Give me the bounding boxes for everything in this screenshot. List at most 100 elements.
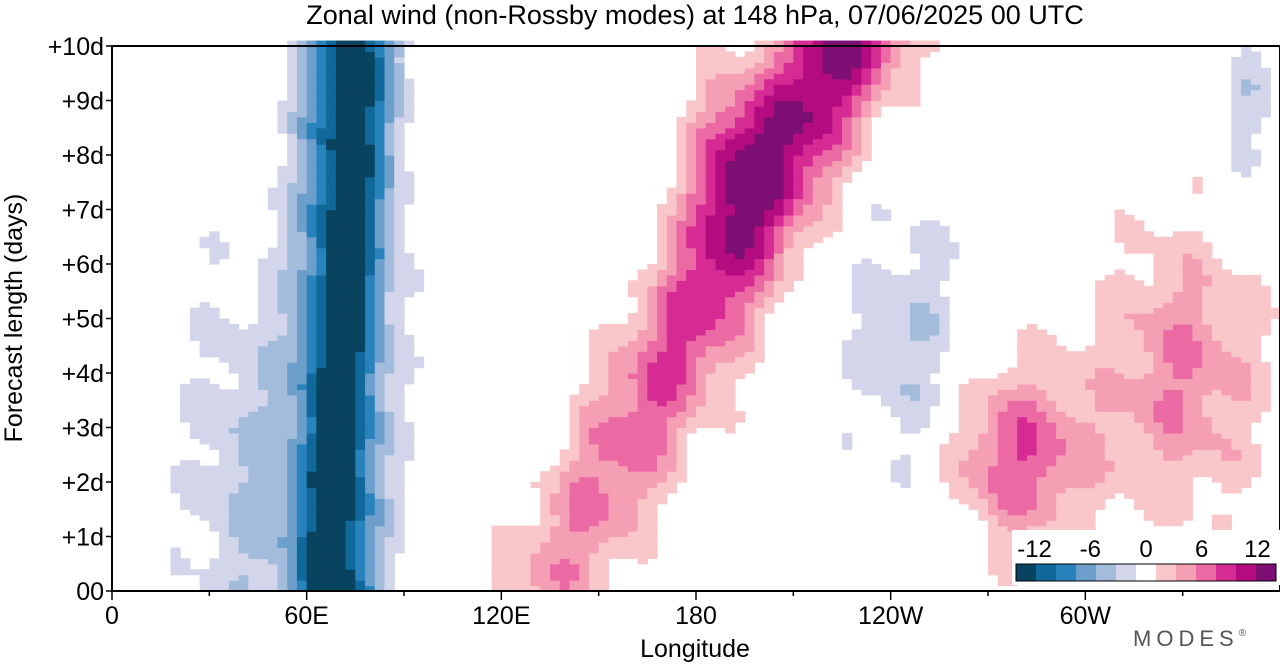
field-cell: [1202, 242, 1213, 249]
field-cell: [345, 411, 356, 418]
field-cell: [949, 253, 960, 260]
field-cell: [306, 89, 317, 96]
field-cell: [861, 383, 872, 390]
field-cell: [355, 340, 366, 347]
field-cell: [890, 89, 901, 96]
field-cell: [1056, 449, 1067, 456]
field-cell: [1046, 498, 1057, 505]
field-cell: [598, 509, 609, 516]
field-cell: [725, 318, 736, 325]
field-cell: [1046, 373, 1057, 380]
field-cell: [394, 318, 405, 325]
field-cell: [248, 373, 259, 380]
field-cell: [1104, 471, 1116, 478]
field-cell: [345, 56, 356, 63]
field-cell: [1046, 383, 1057, 390]
field-cell: [1172, 296, 1184, 303]
field-cell: [209, 389, 220, 396]
field-cell: [569, 405, 580, 412]
field-cell: [345, 563, 356, 570]
field-cell: [491, 558, 502, 565]
field-cell: [1192, 432, 1203, 439]
field-cell: [384, 563, 395, 570]
field-cell: [1172, 351, 1184, 358]
field-cell: [1163, 443, 1174, 450]
field-cell: [209, 334, 220, 341]
field-cell: [871, 73, 882, 80]
field-cell: [588, 334, 600, 341]
field-cell: [287, 285, 298, 292]
field-cell: [384, 400, 395, 407]
field-cell: [637, 427, 648, 434]
field-cell: [384, 176, 395, 183]
field-cell: [1153, 378, 1164, 385]
field-cell: [734, 351, 746, 358]
field-cell: [696, 89, 707, 96]
field-cell: [199, 313, 210, 320]
field-cell: [277, 105, 288, 112]
field-cell: [657, 411, 668, 418]
field-cell: [1114, 269, 1125, 276]
field-cell: [1036, 432, 1047, 439]
field-cell: [355, 334, 366, 341]
field-cell: [978, 482, 989, 489]
field-cell: [316, 373, 327, 380]
field-cell: [355, 569, 366, 576]
field-cell: [365, 531, 376, 538]
field-cell: [335, 340, 347, 347]
field-cell: [783, 78, 794, 85]
field-cell: [579, 482, 590, 489]
field-cell: [1065, 389, 1077, 396]
field-cell: [666, 471, 678, 478]
field-cell: [1104, 329, 1116, 336]
field-cell: [258, 498, 269, 505]
field-cell: [1046, 405, 1057, 412]
field-cell: [1124, 340, 1135, 347]
field-cell: [296, 318, 308, 325]
field-cell: [851, 302, 863, 309]
field-cell: [725, 394, 736, 401]
field-cell: [1153, 236, 1164, 243]
field-cell: [1104, 383, 1116, 390]
field-cell: [296, 204, 308, 211]
field-cell: [277, 378, 288, 385]
field-cell: [1046, 525, 1057, 532]
field-cell: [296, 176, 308, 183]
field-cell: [812, 204, 824, 211]
field-cell: [394, 547, 405, 554]
field-cell: [1172, 405, 1184, 412]
field-cell: [248, 378, 259, 385]
field-cell: [306, 302, 317, 309]
field-cell: [1221, 389, 1232, 396]
field-cell: [326, 503, 337, 510]
field-cell: [1085, 487, 1096, 494]
field-cell: [929, 231, 940, 238]
field-cell: [1114, 454, 1125, 461]
field-cell: [384, 264, 395, 271]
field-cell: [686, 318, 697, 325]
field-cell: [248, 460, 259, 467]
field-cell: [812, 149, 824, 156]
field-cell: [1017, 460, 1028, 467]
field-cell: [394, 274, 405, 281]
field-cell: [277, 171, 288, 178]
field-cell: [1163, 394, 1174, 401]
field-cell: [384, 171, 395, 178]
field-cell: [228, 323, 240, 330]
field-cell: [900, 356, 911, 363]
field-cell: [248, 498, 259, 505]
field-cell: [832, 209, 843, 216]
field-cell: [258, 449, 269, 456]
field-cell: [199, 340, 210, 347]
field-cell: [394, 520, 405, 527]
field-cell: [842, 62, 853, 69]
field-cell: [404, 449, 415, 456]
field-cell: [754, 307, 765, 314]
field-cell: [1211, 383, 1223, 390]
field-cell: [316, 122, 327, 129]
field-cell: [296, 323, 308, 330]
field-cell: [1172, 264, 1184, 271]
field-cell: [1056, 498, 1067, 505]
field-cell: [365, 334, 376, 341]
field-cell: [550, 482, 561, 489]
